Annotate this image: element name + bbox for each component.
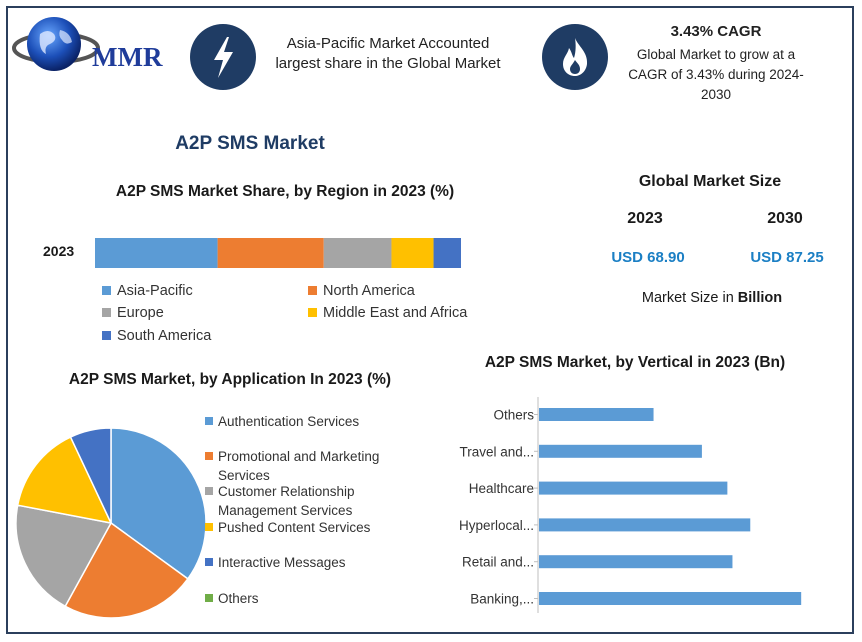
globe-icon [27, 17, 81, 71]
vertical-category-label: Hyperlocal... [459, 518, 534, 533]
region-bar-middle-east-and-africa [391, 238, 434, 268]
logo-text: MMR [92, 42, 163, 72]
year-2030: 2030 [767, 210, 803, 227]
legend-label: North America [323, 283, 415, 299]
application-legend-pushed-content-services: Pushed Content Services [205, 518, 448, 537]
region-bar-north-america [217, 238, 324, 268]
legend-swatch [205, 417, 213, 425]
vertical-bar-healthcare [539, 481, 728, 495]
application-legend-promotional-and-marketing-services: Promotional and Marketing Services [205, 447, 413, 485]
value-2030: USD 87.25 [750, 249, 824, 266]
mmr-logo: MMR [12, 17, 163, 72]
legend-swatch [308, 285, 317, 295]
legend-swatch [205, 487, 213, 495]
legend-label: Promotional and Marketing Services [218, 449, 380, 483]
market-size-note-unit: Billion [737, 290, 783, 306]
application-chart-title: A2P SMS Market, by Application In 2023 (… [68, 371, 392, 388]
application-legend-interactive-messages: Interactive Messages [205, 553, 448, 572]
global-market-title: Global Market Size [638, 173, 782, 190]
vertical-category-label: Healthcare [469, 481, 534, 496]
legend-label: Interactive Messages [218, 555, 346, 570]
legend-swatch [102, 285, 111, 295]
pie-slice-interactive-messages [69, 427, 112, 524]
legend-label: Authentication Services [218, 414, 360, 429]
vertical-category-label: Retail and... [462, 555, 534, 570]
market-size-note-prefix: Market Size in [641, 290, 738, 306]
region-legend-north-america: North America [308, 283, 415, 299]
legend-swatch [205, 523, 213, 531]
vertical-bar-banking [539, 592, 802, 605]
legend-label: Europe [117, 305, 164, 321]
legend-swatch [205, 452, 213, 460]
pie-slice-pushed-content-services [16, 436, 113, 525]
legend-swatch [102, 307, 111, 317]
vertical-bar-retail-and [539, 555, 733, 569]
region-chart: 2023 [43, 238, 461, 268]
legend-label: Asia-Pacific [117, 283, 193, 299]
vertical-category-label: Travel and... [459, 444, 534, 459]
legend-label: South America [117, 328, 212, 344]
region-legend-asia-pacific: Asia-Pacific [102, 283, 193, 299]
application-legend-others: Others [205, 589, 448, 608]
legend-label: Others [218, 591, 259, 606]
legend-label: Customer Relationship Management Service… [218, 484, 355, 518]
legend-label: Middle East and Africa [323, 305, 468, 321]
legend-swatch [205, 594, 213, 602]
region-bar-asia-pacific [95, 238, 218, 268]
region-bar-europe [323, 238, 392, 268]
flame-icon [563, 38, 588, 76]
vertical-bar-travel-and [539, 444, 702, 458]
vertical-bar-hyperlocal [539, 518, 751, 532]
lightning-icon [214, 37, 233, 78]
cagr-title: 3.43% CAGR [670, 23, 762, 40]
cagr-text: Global Market to grow at a CAGR of 3.43%… [628, 47, 804, 102]
vertical-bar-chart: Others Travel and... Healthcare Hyperlocal.… [459, 397, 802, 613]
region-legend-europe: Europe [102, 305, 164, 321]
pie-slice-customer-relationship-management-services [15, 504, 113, 608]
region-bar-south-america [433, 238, 461, 268]
legend-swatch [205, 558, 213, 566]
application-pie-chart [15, 427, 207, 619]
application-legend-authentication-services: Authentication Services [205, 412, 448, 431]
vertical-category-label: Banking,... [470, 592, 534, 607]
market-size-note: Market Size in Billion [612, 290, 812, 306]
vertical-category-label: Others [493, 408, 534, 423]
vertical-chart-title: A2P SMS Market, by Vertical in 2023 (Bn) [484, 354, 786, 371]
value-2023: USD 68.90 [611, 249, 685, 266]
year-2023: 2023 [627, 210, 663, 227]
region-legend-south-america: South America [102, 328, 211, 344]
lightning-badge [190, 24, 256, 90]
pie-slice-promotional-and-marketing-services [64, 521, 189, 619]
region-legend-middle-east-and-africa: Middle East and Africa [308, 305, 467, 321]
region-category-label: 2023 [43, 243, 74, 259]
legend-swatch [102, 330, 111, 340]
legend-swatch [308, 307, 317, 317]
main-title: A2P SMS Market [175, 133, 325, 154]
vertical-bar-others [539, 408, 654, 421]
application-legend-customer-relationship-management-services: Customer Relationship Management Service… [205, 482, 413, 520]
asia-pacific-info: Asia-Pacific Market Accounted largest sh… [275, 35, 501, 72]
flame-badge [542, 24, 608, 90]
pie-slice-authentication-services [110, 427, 207, 580]
region-chart-title: A2P SMS Market Share, by Region in 2023 … [115, 183, 455, 200]
legend-label: Pushed Content Services [218, 520, 371, 535]
